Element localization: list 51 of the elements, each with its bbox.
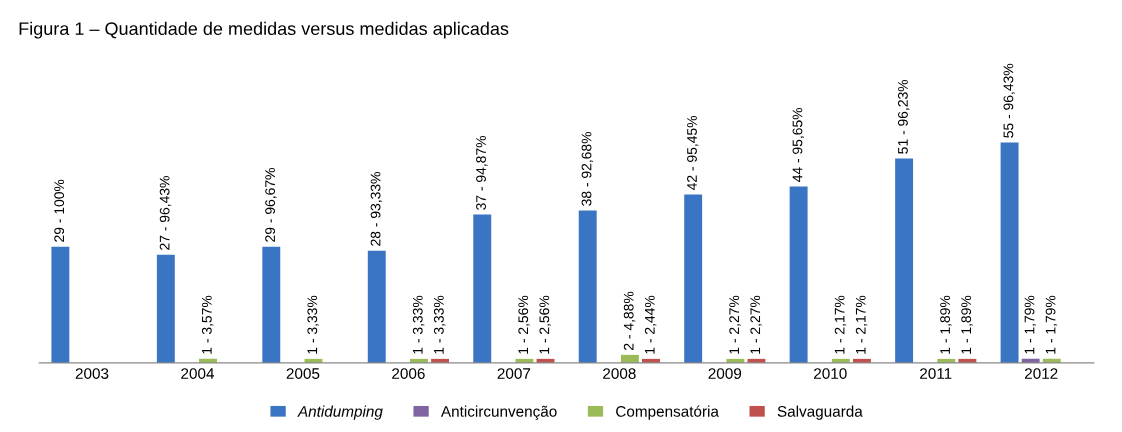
bar (895, 158, 914, 363)
bar (578, 210, 597, 363)
data-label: 1 - 2,17% (855, 295, 868, 354)
bar (51, 246, 70, 363)
x-tick-label: 2010 (814, 368, 847, 379)
x-tick-label: 2003 (75, 368, 109, 379)
data-label: 27 - 96,43% (159, 176, 172, 250)
x-tick-label: 2005 (286, 368, 320, 379)
data-label: 1 - 2,27% (750, 295, 762, 354)
data-label: 1 - 3,57% (201, 295, 214, 354)
data-label: 2 - 4,88% (623, 291, 636, 350)
x-tick-label: 2011 (920, 368, 952, 379)
data-label: 1 - 2,56% (518, 295, 530, 354)
legend-label: Salvaguarda (777, 405, 863, 420)
data-label: 1 - 3,33% (433, 295, 446, 354)
data-label: 55 - 96,43% (1003, 63, 1015, 138)
data-label: 51 - 96,23% (898, 79, 910, 154)
data-label: 1 - 3,33% (307, 295, 319, 354)
data-label: 1 - 2,17% (834, 295, 847, 354)
x-tick-label: 2008 (603, 368, 636, 379)
bar (789, 186, 808, 363)
data-label: 1 - 1,79% (1024, 295, 1037, 354)
data-label: 1 - 1,79% (1045, 295, 1058, 354)
bar (367, 250, 386, 363)
data-label: 1 - 3,33% (412, 295, 425, 354)
bar (684, 194, 703, 363)
data-label: 28 - 93,33% (370, 172, 383, 246)
x-tick-label: 2006 (392, 368, 425, 379)
legend-label: Anticircunvenção (440, 405, 557, 420)
data-label: 1 - 2,56% (539, 295, 551, 354)
x-tick-label: 2012 (1024, 368, 1058, 379)
data-label: 1 - 1,89% (961, 295, 973, 354)
data-label: 29 - 96,67% (265, 168, 277, 242)
bar (262, 246, 281, 363)
legend-label: Compensatória (616, 405, 719, 420)
chart-title: Figura 1 – Quantidade de medidas versus medidas aplicadas (19, 21, 509, 39)
bar (156, 254, 175, 363)
legend-label: Antidumping (297, 405, 383, 420)
x-tick-label: 2007 (497, 368, 531, 379)
data-label: 29 - 100% (54, 179, 65, 242)
x-tick-label: 2009 (708, 368, 742, 379)
data-label: 1 - 2,44% (644, 295, 657, 354)
data-label: 44 - 95,65% (792, 107, 805, 183)
data-label: 1 - 1,89% (940, 295, 952, 354)
data-label: 1 - 2,27% (729, 295, 741, 354)
data-label: 37 - 94,87% (476, 135, 488, 210)
data-label: 42 - 95,45% (687, 115, 699, 191)
x-tick-label: 2004 (181, 368, 215, 379)
bar (473, 214, 492, 363)
data-label: 38 - 92,68% (581, 131, 594, 206)
bar (1000, 142, 1019, 363)
